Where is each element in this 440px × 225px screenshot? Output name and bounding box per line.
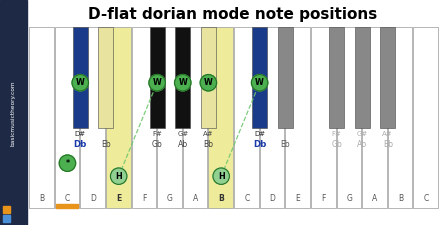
Bar xyxy=(234,27,259,208)
Text: D#: D# xyxy=(75,131,86,137)
Text: G: G xyxy=(346,194,352,203)
Bar xyxy=(150,27,165,128)
Text: W: W xyxy=(178,78,187,87)
Text: Gb: Gb xyxy=(331,140,342,149)
Bar xyxy=(337,27,361,208)
Bar xyxy=(329,27,344,128)
Bar xyxy=(362,27,387,208)
Text: B: B xyxy=(398,194,403,203)
Text: H: H xyxy=(218,172,224,181)
Text: D-flat dorian mode note positions: D-flat dorian mode note positions xyxy=(88,7,378,22)
Circle shape xyxy=(149,74,165,91)
Text: Db: Db xyxy=(73,140,87,149)
Text: E: E xyxy=(296,194,301,203)
Bar xyxy=(278,27,293,128)
Text: W: W xyxy=(153,78,161,87)
Bar xyxy=(311,27,335,208)
Text: basicmusictheory.com: basicmusictheory.com xyxy=(11,80,15,146)
Text: W: W xyxy=(204,78,213,87)
Text: G#: G# xyxy=(177,131,188,137)
Bar xyxy=(73,27,88,128)
Text: Ab: Ab xyxy=(178,140,188,149)
Bar xyxy=(260,27,284,208)
Bar xyxy=(413,27,438,208)
Text: D#: D# xyxy=(254,131,265,137)
Bar xyxy=(55,27,79,208)
Bar xyxy=(55,204,78,208)
Circle shape xyxy=(59,155,76,171)
Bar xyxy=(285,27,310,208)
Bar xyxy=(157,27,182,208)
Text: B: B xyxy=(39,194,44,203)
Bar xyxy=(3,206,10,213)
Circle shape xyxy=(251,74,268,91)
Bar xyxy=(80,27,105,208)
Circle shape xyxy=(175,74,191,91)
Text: F: F xyxy=(322,194,326,203)
Bar xyxy=(209,27,233,208)
Text: F#: F# xyxy=(332,131,341,137)
Text: D: D xyxy=(90,194,96,203)
Bar xyxy=(106,27,131,208)
Bar xyxy=(355,27,370,128)
Circle shape xyxy=(72,74,88,91)
Text: W: W xyxy=(255,78,264,87)
Text: G#: G# xyxy=(356,131,368,137)
Text: Bb: Bb xyxy=(383,140,393,149)
Text: D: D xyxy=(269,194,275,203)
Text: Ab: Ab xyxy=(357,140,367,149)
Text: A#: A# xyxy=(382,131,393,137)
Text: C: C xyxy=(65,194,70,203)
Bar xyxy=(132,27,156,208)
Circle shape xyxy=(213,168,229,184)
Text: F: F xyxy=(142,194,147,203)
Bar xyxy=(183,27,207,208)
Bar xyxy=(175,27,190,128)
Text: Db: Db xyxy=(253,140,266,149)
Text: B: B xyxy=(218,194,224,203)
Bar xyxy=(0,0,27,225)
Text: A: A xyxy=(193,194,198,203)
Text: Bb: Bb xyxy=(203,140,213,149)
Bar xyxy=(252,27,267,128)
Text: *: * xyxy=(66,159,70,168)
Bar xyxy=(388,27,412,208)
Text: Eb: Eb xyxy=(280,140,290,149)
Text: A: A xyxy=(372,194,378,203)
Circle shape xyxy=(110,168,127,184)
Text: Eb: Eb xyxy=(101,140,111,149)
Text: Gb: Gb xyxy=(152,140,162,149)
Text: H: H xyxy=(115,172,122,181)
Circle shape xyxy=(200,74,216,91)
Text: G: G xyxy=(167,194,173,203)
Bar xyxy=(201,27,216,128)
Bar xyxy=(99,27,114,128)
Text: A#: A# xyxy=(203,131,214,137)
Text: E: E xyxy=(116,194,121,203)
Bar xyxy=(29,27,54,208)
Text: C: C xyxy=(424,194,429,203)
Bar xyxy=(3,215,10,222)
Text: C: C xyxy=(244,194,249,203)
Bar xyxy=(380,27,395,128)
Text: F#: F# xyxy=(152,131,162,137)
Text: W: W xyxy=(76,78,84,87)
